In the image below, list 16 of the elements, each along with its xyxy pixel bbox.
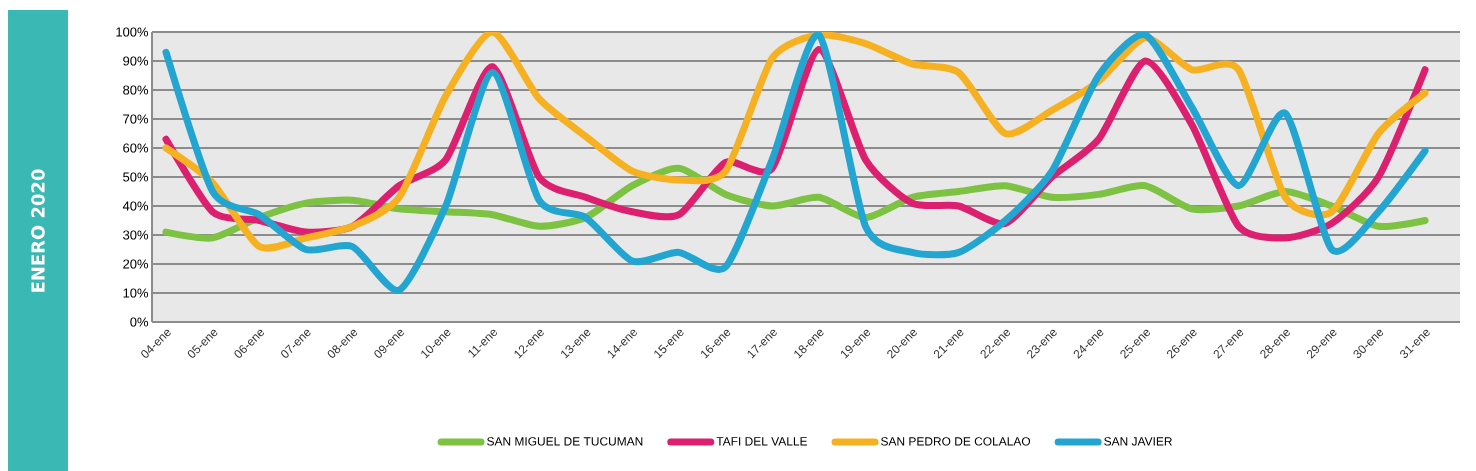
y-tick-label: 40% xyxy=(122,201,149,211)
legend-label: SAN PEDRO DE COLALAO xyxy=(881,437,1031,446)
legend-label: SAN JAVIER xyxy=(1104,437,1172,446)
y-tick-label: 50% xyxy=(123,172,149,182)
y-tick-label: 80% xyxy=(123,85,149,95)
y-tick-label: 20% xyxy=(123,259,149,269)
y-tick-label: 60% xyxy=(123,143,149,153)
y-tick-label: 100% xyxy=(116,27,149,37)
y-tick-label: 0% xyxy=(130,317,149,327)
y-tick-label: 70% xyxy=(123,114,149,124)
y-tick-label: 30% xyxy=(123,230,149,240)
text: ENERO 2020 xyxy=(31,169,45,292)
legend-label: SAN MIGUEL DE TUCUMAN xyxy=(487,437,643,446)
y-tick-label: 10% xyxy=(123,288,149,298)
y-tick-label: 90% xyxy=(123,56,149,66)
legend-label: TAFI DEL VALLE xyxy=(716,437,808,446)
